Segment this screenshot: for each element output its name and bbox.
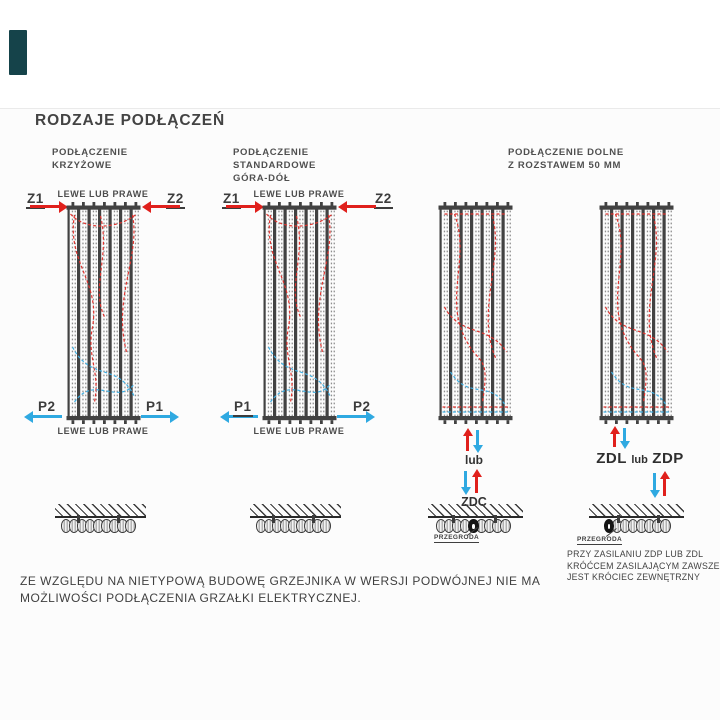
przegroda-label: PRZEGRODA [434,534,480,543]
footnote: ZE WZGLĘDU NA NIETYPOWĄ BUDOWĘ GRZEJNIKA… [20,573,540,606]
side-note-line: KRÓĆCEM ZASILAJĄCYM ZAWSZE [567,560,720,571]
flow-up-arrow-icon [475,477,479,493]
or-label: lub [631,454,648,466]
footnote-line: MOŻLIWOŚCI PODŁĄCZENIA GRZAŁKI ELEKTRYCZ… [20,590,362,605]
heading-line: GÓRA-DÓŁ [233,173,291,184]
pipe-pin [452,515,455,523]
supply-arrow-icon [347,205,376,209]
return-arrow-icon [337,415,366,419]
pipe-coil [603,519,671,533]
heading-line: KRZYŻOWE [52,160,112,171]
supply-arrow-icon [30,205,59,209]
pipe-coil [255,519,331,533]
note-lewe-lub-prawe-top: LEWE LUB PRAWE [57,189,149,199]
floor-section [589,504,684,538]
pipe-pin [312,515,315,523]
heading-line: PODŁĄCZENIE [52,147,128,158]
port-label-p1: P1 [233,400,253,417]
pipe-coil [60,519,136,533]
brand-corner-mark [9,30,27,75]
flow-up-arrow-icon [613,434,617,447]
heading-line: Z ROZSTAWEM 50 MM [508,160,622,171]
port-label-z2: Z2 [374,192,393,209]
flow-down-arrow-icon [464,471,468,487]
note-lewe-lub-prawe-top: LEWE LUB PRAWE [253,189,345,199]
return-arrow-icon [229,415,258,419]
heading-line: PODŁĄCZENIE DOLNE [508,147,624,158]
przegroda-label: PRZEGRODA [577,536,623,545]
side-note-line: PRZY ZASILANIU ZDP LUB ZDL [567,549,704,559]
flow-down-arrow-icon [623,428,627,441]
or-label: lub [465,453,483,467]
supply-arrow-icon [226,205,255,209]
supply-arrow-icon [151,205,180,209]
pipe-pin [272,515,275,523]
hatch-pattern [428,504,523,518]
code-zdp: ZDP [652,450,684,467]
floor-section [428,504,523,538]
pipe-coil [435,519,511,533]
radiator-diagram [599,202,674,424]
radiator-diagram [262,202,337,424]
page-title: RODZAJE PODŁĄCZEŃ [35,112,226,129]
note-lewe-lub-prawe-bottom: LEWE LUB PRAWE [57,426,149,436]
pipe-pin [617,515,620,523]
flow-up-arrow-icon [663,479,667,496]
connection-code-zdl-zdp: ZDL lub ZDP [585,450,695,468]
partition-port-marker [468,519,479,533]
hatch-pattern [55,504,146,518]
footnote-line: ZE WZGLĘDU NA NIETYPOWĄ BUDOWĘ GRZEJNIKA… [20,574,541,588]
return-arrow-icon [141,415,170,419]
return-arrow-icon [33,415,62,419]
section-heading-standardowe: PODŁĄCZENIE STANDARDOWE GÓRA-DÓŁ [233,146,316,185]
hatch-pattern [589,504,684,518]
floor-section [55,504,146,538]
header-divider [0,108,720,109]
pipe-pin [494,515,497,523]
section-heading-dolne: PODŁĄCZENIE DOLNE Z ROZSTAWEM 50 MM [508,146,624,172]
hatch-pattern [250,504,341,518]
flow-down-arrow-icon [476,430,480,445]
code-zdl: ZDL [596,450,627,467]
side-note: PRZY ZASILANIU ZDP LUB ZDL KRÓĆCEM ZASIL… [567,549,720,584]
side-note-line: JEST KRÓCIEC ZEWNĘTRZNY [567,572,701,582]
floor-section [250,504,341,538]
section-heading-krzyzowe: PODŁĄCZENIE KRZYŻOWE [52,146,128,172]
radiator-diagram [438,202,513,424]
pipe-pin [657,515,660,523]
radiator-diagram [66,202,141,424]
note-lewe-lub-prawe-bottom: LEWE LUB PRAWE [253,426,345,436]
heading-line: PODŁĄCZENIE [233,147,309,158]
pipe-pin [77,515,80,523]
heading-line: STANDARDOWE [233,160,316,171]
flow-up-arrow-icon [466,436,470,451]
flow-down-arrow-icon [653,473,657,490]
pipe-pin [117,515,120,523]
